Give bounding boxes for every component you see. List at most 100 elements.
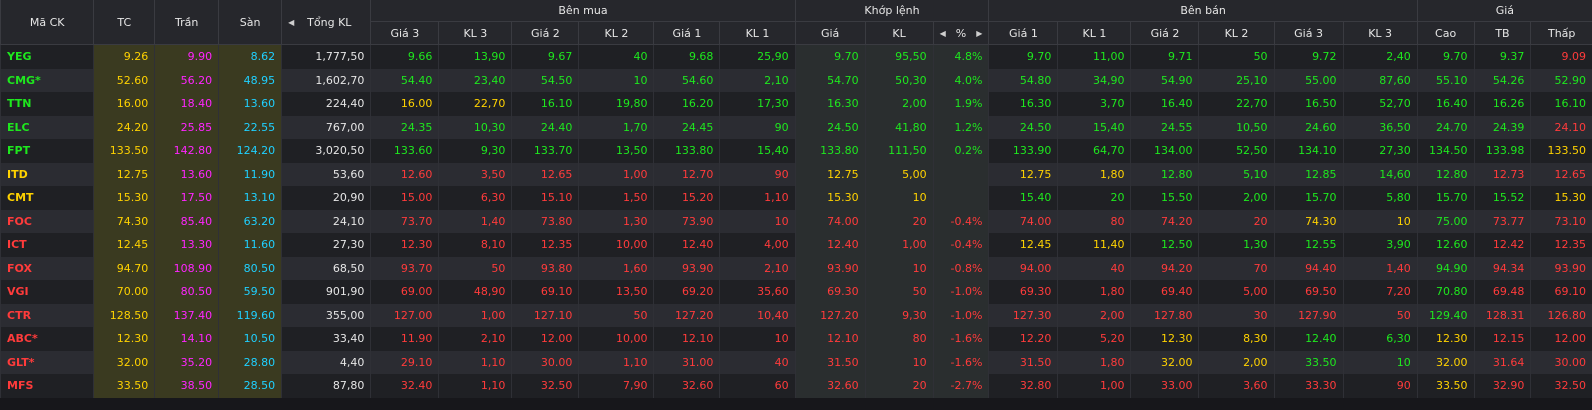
total-volume-cell: 53,60: [281, 162, 371, 186]
quote-cell: 9.70: [794, 44, 866, 69]
col-ceil[interactable]: Trần: [154, 0, 219, 45]
col-sell-3[interactable]: KL 2: [1198, 21, 1275, 45]
quote-cell: 41,80: [864, 115, 934, 139]
symbol-cell[interactable]: CTR: [0, 303, 94, 327]
caret-left-icon[interactable]: ◀: [288, 17, 295, 27]
quote-cell: -0.4%: [932, 209, 989, 233]
quote-cell: 73.90: [653, 209, 720, 233]
col-sell-5[interactable]: KL 3: [1342, 21, 1418, 45]
symbol-cell[interactable]: CMG*: [0, 68, 94, 92]
quote-cell: 74.00: [794, 209, 866, 233]
table-row[interactable]: FOX 94.70 108.90 80.50 68,50 93.70 50 93.80 1,60…: [0, 256, 1592, 280]
quote-cell: 94.00: [988, 256, 1058, 280]
quote-cell: 12.75: [988, 162, 1058, 186]
col-buy-3[interactable]: KL 2: [578, 21, 654, 45]
col-price-2[interactable]: Thấp: [1530, 21, 1592, 45]
symbol-cell[interactable]: FOC: [0, 209, 94, 233]
quote-cell: 1,80: [1057, 350, 1131, 374]
quote-cell: 12.10: [794, 327, 866, 351]
col-buy-0[interactable]: Giá 3: [370, 21, 439, 45]
quote-cell: 16.30: [988, 92, 1058, 116]
col-match-0[interactable]: Giá: [794, 21, 866, 45]
col-buy-1[interactable]: KL 3: [438, 21, 512, 45]
col-buy-2[interactable]: Giá 2: [511, 21, 579, 45]
col-price-1[interactable]: TB: [1473, 21, 1531, 45]
symbol-cell[interactable]: FOX: [0, 256, 94, 280]
quote-cell: 12.30: [1130, 327, 1199, 351]
table-row[interactable]: FPT 133.50 142.80 124.20 3,020,50 133.60 9,30 1…: [0, 139, 1592, 163]
quote-cell: 9.09: [1530, 44, 1592, 69]
col-sell-4[interactable]: Giá 3: [1273, 21, 1344, 45]
quote-cell: 40: [1057, 256, 1131, 280]
caret-right-icon[interactable]: ▶: [976, 28, 983, 38]
col-sell-0[interactable]: Giá 1: [988, 21, 1058, 45]
col-total-vol[interactable]: ◀ Tổng KL: [281, 0, 371, 45]
ceil-price-cell: 35.20: [154, 350, 219, 374]
table-row[interactable]: ABC* 12.30 14.10 10.50 33,40 11.90 2,10 12.00 10…: [0, 327, 1592, 351]
quote-cell: 9,30: [864, 303, 934, 327]
symbol-cell[interactable]: CMT: [0, 186, 94, 210]
quote-cell: 55.10: [1416, 68, 1475, 92]
quote-cell: 80: [1057, 209, 1131, 233]
quote-cell: 52.90: [1530, 68, 1592, 92]
total-volume-cell: 901,90: [281, 280, 371, 304]
col-price-0[interactable]: Cao: [1416, 21, 1475, 45]
quote-cell: 32.00: [1130, 350, 1199, 374]
quote-cell: 3,60: [1198, 374, 1275, 398]
symbol-cell[interactable]: GLT*: [0, 350, 94, 374]
col-buy-4[interactable]: Giá 1: [653, 21, 720, 45]
col-total-vol-label: Tổng KL: [307, 15, 352, 29]
col-symbol[interactable]: Mã CK: [0, 0, 94, 45]
table-row[interactable]: FOC 74.30 85.40 63.20 24,10 73.70 1,40 73.80 1,3…: [0, 209, 1592, 233]
quote-cell: 20: [864, 374, 934, 398]
quote-cell: 1,30: [578, 209, 654, 233]
group-sell: Bên bán: [988, 0, 1418, 23]
col-buy-5[interactable]: KL 1: [719, 21, 796, 45]
quote-cell: 33.50: [1416, 374, 1475, 398]
quote-cell: 24.50: [794, 115, 866, 139]
quote-cell: [932, 186, 989, 210]
table-row[interactable]: VGI 70.00 80.50 59.50 901,90 69.00 48,90 69.10 1…: [0, 280, 1592, 304]
caret-left-icon[interactable]: ◀: [939, 28, 946, 38]
symbol-cell[interactable]: ITD: [0, 162, 94, 186]
col-ref[interactable]: TC: [93, 0, 155, 45]
symbol-cell[interactable]: YEG: [0, 44, 94, 69]
table-row[interactable]: YEG 9.26 9.90 8.62 1,777,50 9.66 13,90 9.67 40 9.…: [0, 44, 1592, 69]
symbol-cell[interactable]: ICT: [0, 233, 94, 257]
quote-cell: 10: [864, 256, 934, 280]
quote-cell: 6,30: [1342, 327, 1418, 351]
quote-cell: 12.73: [1473, 162, 1531, 186]
table-row[interactable]: CTR 128.50 137.40 119.60 355,00 127.00 1,00 127…: [0, 303, 1592, 327]
symbol-cell[interactable]: ABC*: [0, 327, 94, 351]
quote-cell: 9,30: [438, 139, 512, 163]
symbol-cell[interactable]: ELC: [0, 115, 94, 139]
quote-cell: 7,90: [578, 374, 654, 398]
table-row[interactable]: CMG* 52.60 56.20 48.95 1,602,70 54.40 23,40 54.…: [0, 68, 1592, 92]
quote-cell: 80: [864, 327, 934, 351]
col-match-1[interactable]: KL: [864, 21, 934, 45]
ref-price-cell: 52.60: [93, 68, 155, 92]
table-row[interactable]: ELC 24.20 25.85 22.55 767,00 24.35 10,30 24.40 1…: [0, 115, 1592, 139]
symbol-cell[interactable]: VGI: [0, 280, 94, 304]
col-match-2[interactable]: ◀% ▶: [932, 21, 989, 45]
symbol-cell[interactable]: MFS: [0, 374, 94, 398]
table-row[interactable]: ITD 12.75 13.60 11.90 53,60 12.60 3,50 12.65 1,0…: [0, 162, 1592, 186]
col-floor[interactable]: Sàn: [218, 0, 282, 45]
symbol-cell[interactable]: TTN: [0, 92, 94, 116]
quote-cell: 15.40: [988, 186, 1058, 210]
symbol-cell[interactable]: FPT: [0, 139, 94, 163]
table-row[interactable]: MFS 33.50 38.50 28.50 87,80 32.40 1,10 32.50 7,9…: [0, 374, 1592, 398]
ceil-price-cell: 137.40: [154, 303, 219, 327]
col-sell-2[interactable]: Giá 2: [1130, 21, 1199, 45]
quote-cell: 10: [1342, 350, 1418, 374]
table-row[interactable]: CMT 15.30 17.50 13.10 20,90 15.00 6,30 15.10 1,5…: [0, 186, 1592, 210]
col-sell-1[interactable]: KL 1: [1057, 21, 1131, 45]
quote-cell: 24.35: [370, 115, 439, 139]
quote-cell: 24.60: [1273, 115, 1344, 139]
total-volume-cell: 24,10: [281, 209, 371, 233]
quote-cell: 9.67: [511, 44, 579, 69]
table-row[interactable]: TTN 16.00 18.40 13.60 224,40 16.00 22,70 16.10 1…: [0, 92, 1592, 116]
quote-cell: 1,00: [578, 162, 654, 186]
table-row[interactable]: ICT 12.45 13.30 11.60 27,30 12.30 8,10 12.35 10,…: [0, 233, 1592, 257]
table-row[interactable]: GLT* 32.00 35.20 28.80 4,40 29.10 1,10 30.00 1,1…: [0, 350, 1592, 374]
